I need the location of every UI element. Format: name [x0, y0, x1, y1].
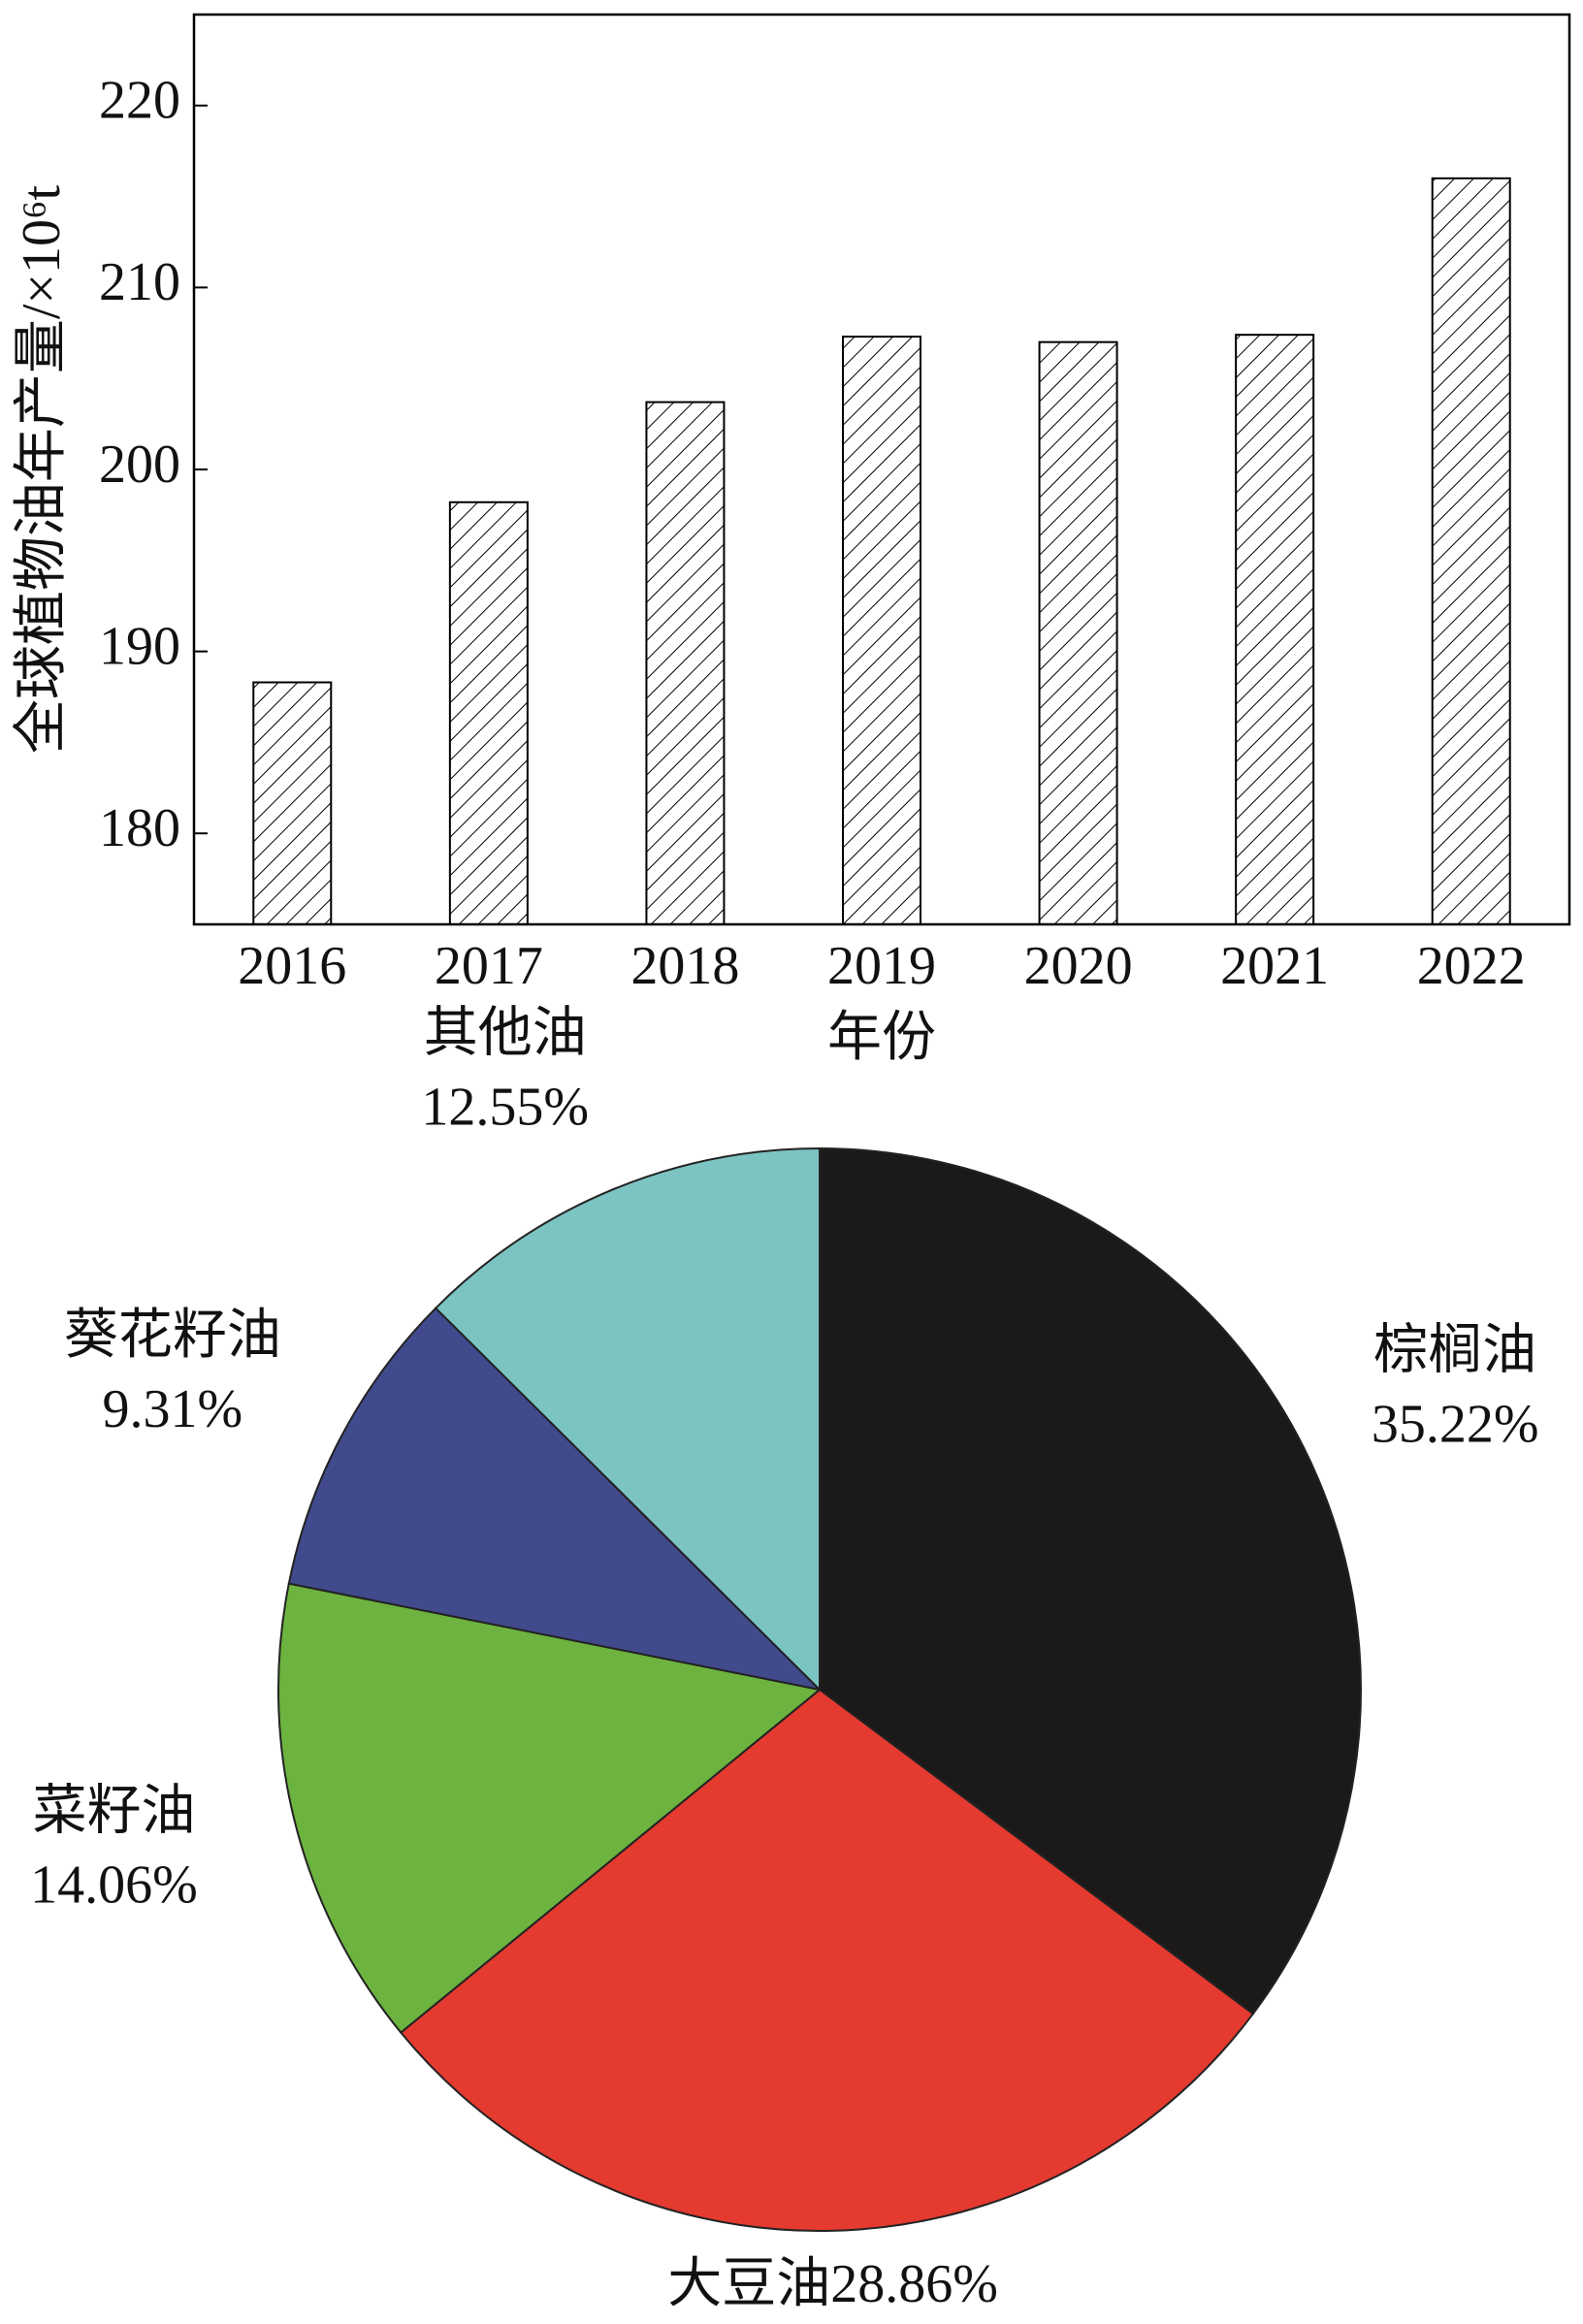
pie-category: 大豆油	[667, 2254, 830, 2314]
y-axis-label: 全球植物油年产量/×10⁶t	[12, 184, 72, 754]
pie-category: 其他油	[424, 1004, 587, 1064]
x-tick-label: 2021	[1220, 936, 1329, 996]
pie-category: 葵花籽油	[64, 1306, 281, 1366]
x-tick-label: 2019	[827, 936, 936, 996]
pie-slice	[277, 1582, 823, 2034]
x-tick-label: 2022	[1417, 936, 1526, 996]
pie-value-label: 9.31%	[103, 1379, 243, 1439]
pie-value-label: 12.55%	[421, 1078, 589, 1138]
pie-label: 大豆油28.86%	[667, 2254, 998, 2314]
x-tick-label: 2017	[435, 936, 543, 996]
y-tick-label: 190	[99, 616, 180, 676]
pie-slice	[399, 1688, 1255, 2232]
pie-slice	[287, 1307, 824, 1692]
bar	[448, 500, 529, 925]
y-tick-label: 220	[99, 71, 180, 131]
y-tick-label: 210	[99, 252, 180, 312]
y-tick-label: 180	[99, 798, 180, 858]
x-axis-label: 年份	[827, 1008, 936, 1068]
pie-value-label: 14.06%	[30, 1855, 198, 1915]
bar	[842, 336, 921, 925]
pie-value-label: 28.86%	[830, 2254, 998, 2314]
x-tick-label: 2018	[630, 936, 739, 996]
plot-frame	[192, 13, 1571, 926]
pie-category: 菜籽油	[32, 1781, 195, 1841]
pie-category: 棕榈油	[1373, 1321, 1536, 1381]
bar	[252, 681, 333, 925]
pie-value-label: 35.22%	[1372, 1395, 1539, 1455]
bar	[645, 401, 726, 925]
x-tick-label: 2020	[1024, 936, 1133, 996]
pie-slice	[819, 1146, 1362, 2016]
bar	[1235, 334, 1315, 925]
bar	[1038, 340, 1118, 925]
y-tick-label: 200	[99, 435, 180, 495]
x-tick-label: 2016	[238, 936, 346, 996]
pie-slice	[434, 1146, 821, 1693]
bar	[1431, 177, 1511, 925]
